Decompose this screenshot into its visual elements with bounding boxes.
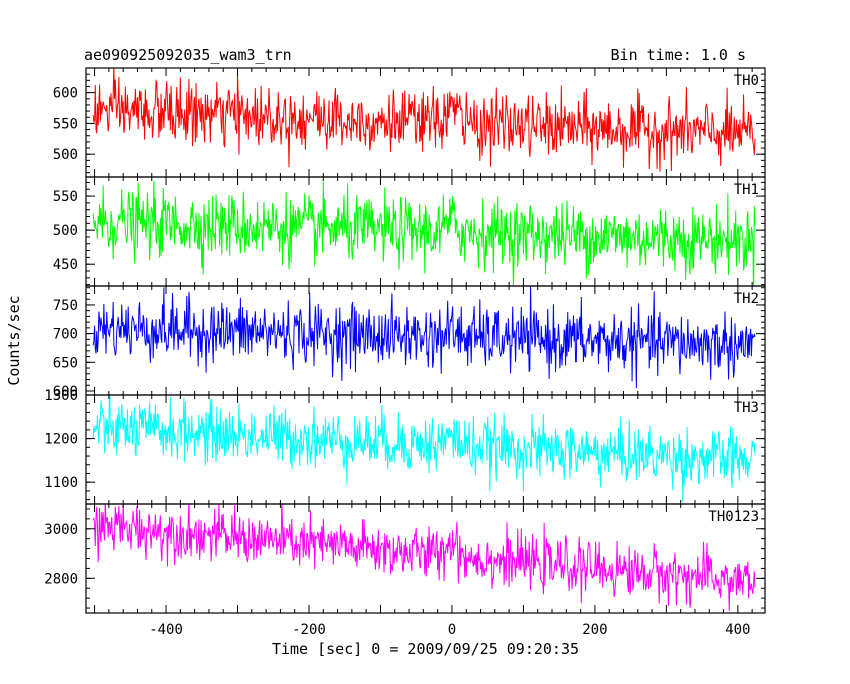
- y-tick-label: 750: [53, 298, 78, 314]
- panel-label-th3: TH3: [734, 400, 759, 416]
- x-tick-label: 200: [582, 622, 607, 638]
- series-line-th0123: [92, 504, 756, 611]
- y-tick-label: 1200: [44, 432, 78, 448]
- x-tick-label: -400: [149, 622, 183, 638]
- y-tick-label: 600: [53, 86, 78, 102]
- y-axis-label: Counts/sec: [5, 295, 23, 385]
- y-tick-label: 2800: [44, 571, 78, 587]
- x-tick-label: 0: [448, 622, 456, 638]
- panel-label-th0123: TH0123: [708, 509, 759, 525]
- series-line-th1: [92, 180, 756, 286]
- y-tick-label: 500: [53, 147, 78, 163]
- y-tick-label: 3000: [44, 522, 78, 538]
- x-axis-label: Time [sec] 0 = 2009/09/25 09:20:35: [272, 640, 579, 658]
- series-line-th3: [92, 395, 756, 502]
- y-tick-label: 650: [53, 355, 78, 371]
- y-tick-label: 1300: [44, 388, 78, 404]
- series-line-th0: [92, 68, 756, 172]
- panel-label-th2: TH2: [734, 291, 759, 307]
- y-tick-label: 1100: [44, 475, 78, 491]
- x-tick-label: 400: [725, 622, 750, 638]
- y-tick-label: 600: [53, 384, 78, 400]
- x-tick-label: -200: [292, 622, 326, 638]
- series-line-th2: [92, 286, 756, 389]
- panel-label-th1: TH1: [734, 182, 759, 198]
- chart-title: ae090925092035_wam3_trn: [84, 46, 292, 64]
- y-tick-label: 700: [53, 327, 78, 343]
- panel-label-th0: TH0: [734, 73, 759, 89]
- y-tick-label: 500: [53, 223, 78, 239]
- y-tick-label: 550: [53, 189, 78, 205]
- y-tick-label: 450: [53, 257, 78, 273]
- bin-time-label: Bin time: 1.0 s: [610, 46, 746, 64]
- y-tick-label: 550: [53, 116, 78, 132]
